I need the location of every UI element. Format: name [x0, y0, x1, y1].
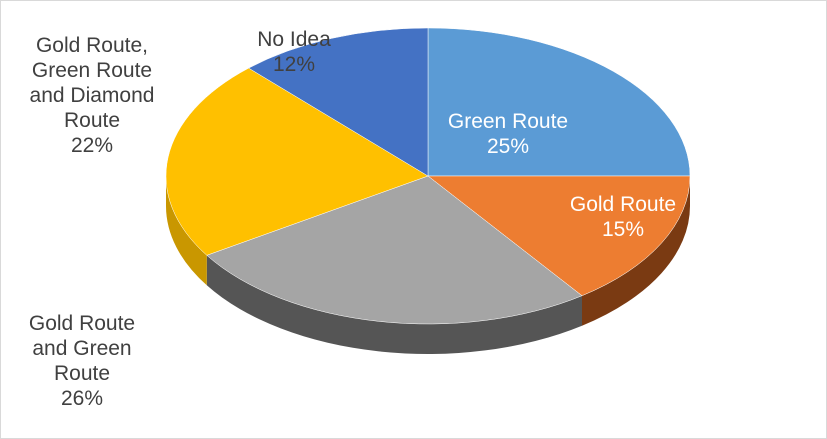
data-label-line: Gold Route, [36, 34, 148, 57]
data-label-line: 25% [487, 135, 529, 158]
pie-top [165, 27, 691, 325]
data-label-line: 26% [61, 387, 103, 410]
data-label-line: Green Route [32, 59, 152, 82]
data-label-line: 15% [602, 218, 644, 241]
slice-no-idea [248, 27, 429, 177]
data-label-line: and Diamond [30, 84, 155, 107]
pie-sides [166, 176, 690, 354]
data-label-line: and Green [32, 337, 131, 360]
data-label-line: 12% [273, 53, 315, 76]
data-label-line: No Idea [257, 28, 331, 51]
slice-green-route [427, 27, 691, 177]
slice-gold-route-and-green-route [206, 175, 583, 325]
side-gold-route-and-green-route [206, 255, 582, 354]
data-label-line: Green Route [448, 110, 568, 133]
side-gold-route [581, 176, 690, 326]
slice-gold-route-green-route-and-diamond-route [165, 67, 429, 256]
slice-gold-route [427, 175, 691, 297]
data-label-line: Route [54, 362, 110, 385]
data-label-line: Gold Route [29, 312, 135, 335]
data-label-line: Gold Route [570, 193, 676, 216]
side-gold-route-green-route-and-diamond-route [166, 176, 207, 286]
data-label-line: 22% [71, 134, 113, 157]
data-label-line: Route [64, 109, 120, 132]
